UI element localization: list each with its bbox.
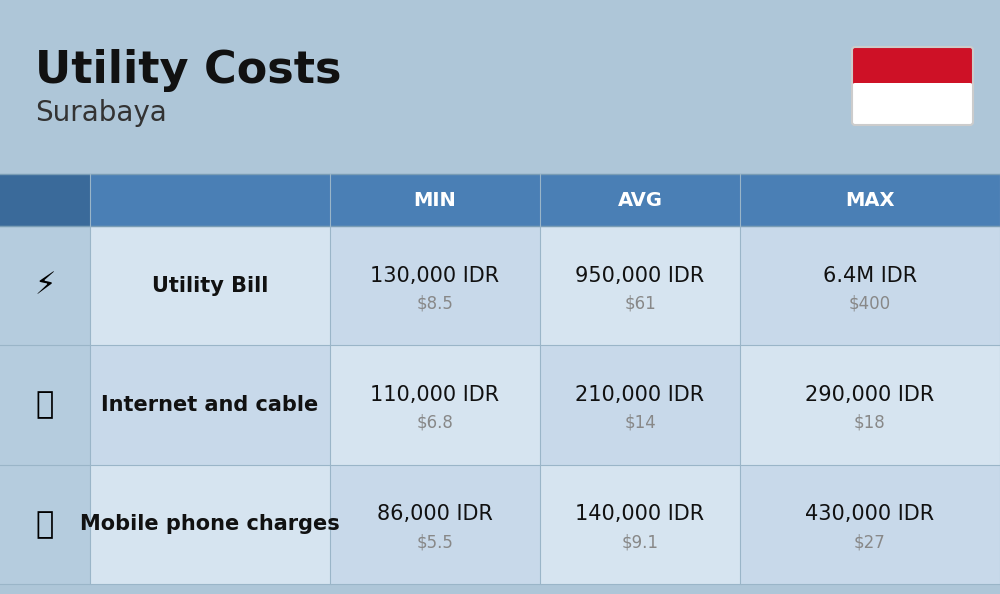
FancyBboxPatch shape <box>540 345 740 465</box>
Text: 130,000 IDR: 130,000 IDR <box>370 266 500 286</box>
FancyBboxPatch shape <box>90 226 330 345</box>
FancyBboxPatch shape <box>0 174 90 226</box>
Text: 950,000 IDR: 950,000 IDR <box>575 266 705 286</box>
FancyBboxPatch shape <box>90 465 330 584</box>
FancyBboxPatch shape <box>740 465 1000 584</box>
FancyBboxPatch shape <box>0 465 90 584</box>
FancyBboxPatch shape <box>540 226 740 345</box>
Text: Utility Bill: Utility Bill <box>152 276 268 296</box>
Text: $14: $14 <box>624 414 656 432</box>
Text: ⚡: ⚡ <box>34 271 56 300</box>
Text: 210,000 IDR: 210,000 IDR <box>575 385 705 405</box>
FancyBboxPatch shape <box>90 174 330 226</box>
Text: $18: $18 <box>854 414 886 432</box>
FancyBboxPatch shape <box>540 465 740 584</box>
FancyBboxPatch shape <box>0 345 90 465</box>
Text: AVG: AVG <box>618 191 662 210</box>
Text: $400: $400 <box>849 295 891 312</box>
Text: 📱: 📱 <box>36 510 54 539</box>
FancyBboxPatch shape <box>852 83 973 125</box>
Text: $61: $61 <box>624 295 656 312</box>
Text: Internet and cable: Internet and cable <box>101 395 319 415</box>
FancyBboxPatch shape <box>0 174 1000 226</box>
Text: $9.1: $9.1 <box>622 533 658 551</box>
Text: $27: $27 <box>854 533 886 551</box>
Text: Utility Costs: Utility Costs <box>35 49 342 92</box>
FancyBboxPatch shape <box>330 345 540 465</box>
Text: 110,000 IDR: 110,000 IDR <box>370 385 500 405</box>
Text: MIN: MIN <box>414 191 456 210</box>
Text: 140,000 IDR: 140,000 IDR <box>575 504 705 525</box>
FancyBboxPatch shape <box>0 226 90 345</box>
Text: $8.5: $8.5 <box>417 295 453 312</box>
Text: MAX: MAX <box>845 191 895 210</box>
Text: 430,000 IDR: 430,000 IDR <box>805 504 935 525</box>
Text: Mobile phone charges: Mobile phone charges <box>80 514 340 535</box>
Text: $6.8: $6.8 <box>417 414 453 432</box>
Text: 📶: 📶 <box>36 390 54 419</box>
FancyBboxPatch shape <box>330 465 540 584</box>
FancyBboxPatch shape <box>740 345 1000 465</box>
Text: $5.5: $5.5 <box>417 533 453 551</box>
Text: Surabaya: Surabaya <box>35 99 167 127</box>
Text: 290,000 IDR: 290,000 IDR <box>805 385 935 405</box>
FancyBboxPatch shape <box>852 47 973 89</box>
FancyBboxPatch shape <box>90 345 330 465</box>
FancyBboxPatch shape <box>740 226 1000 345</box>
FancyBboxPatch shape <box>330 226 540 345</box>
Text: 6.4M IDR: 6.4M IDR <box>823 266 917 286</box>
Text: 86,000 IDR: 86,000 IDR <box>377 504 493 525</box>
